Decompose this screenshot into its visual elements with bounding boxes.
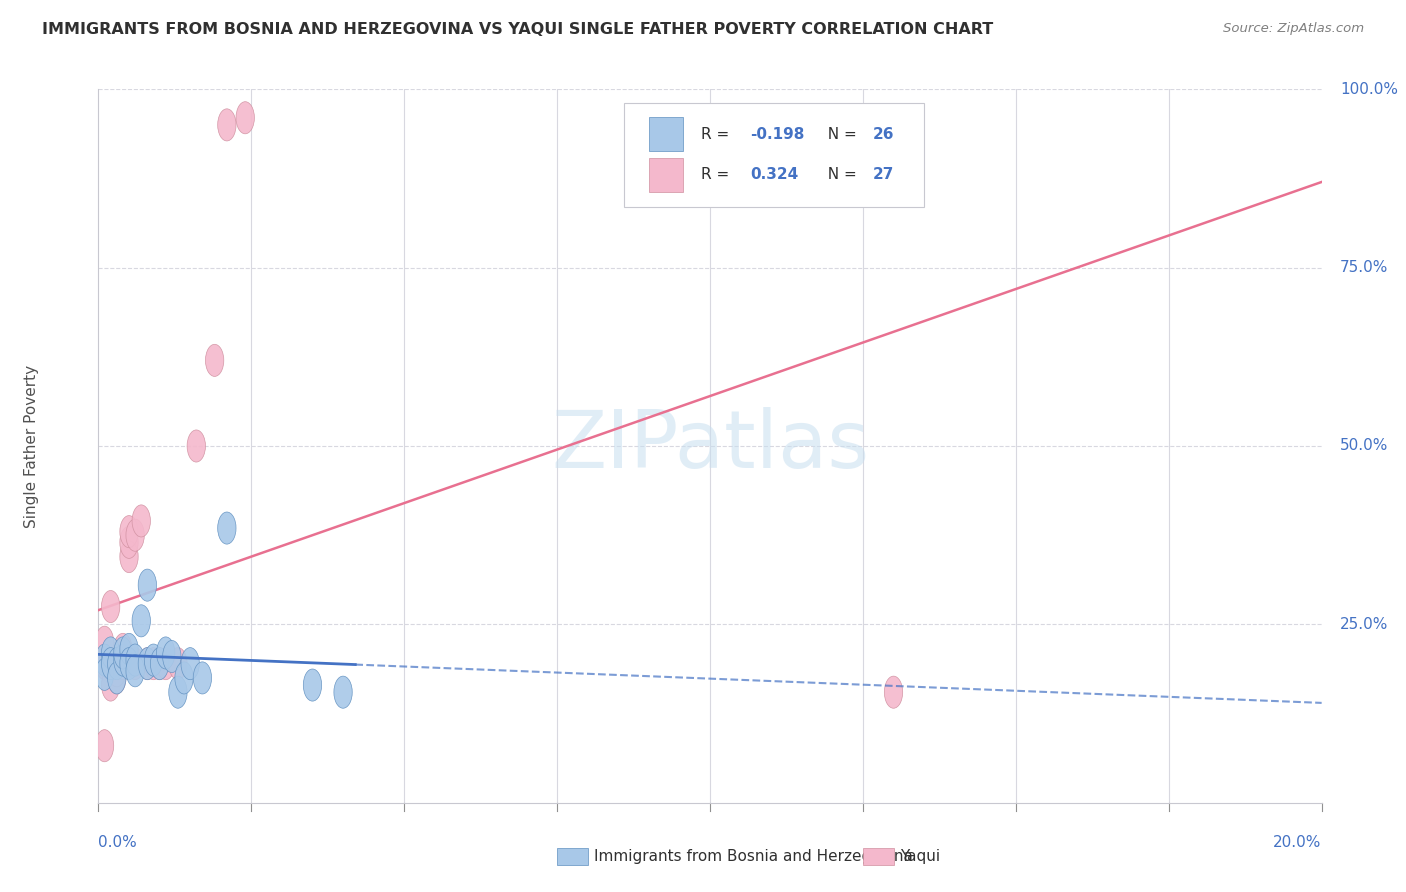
Text: N =: N = (818, 127, 862, 142)
Ellipse shape (96, 730, 114, 762)
Ellipse shape (101, 648, 120, 680)
Ellipse shape (156, 648, 174, 680)
Text: ZIPatlas: ZIPatlas (551, 407, 869, 485)
Ellipse shape (150, 648, 169, 680)
Ellipse shape (108, 648, 127, 680)
Ellipse shape (174, 662, 193, 694)
Ellipse shape (169, 676, 187, 708)
Ellipse shape (108, 648, 127, 680)
Text: Yaqui: Yaqui (900, 849, 939, 863)
Ellipse shape (163, 640, 181, 673)
Ellipse shape (114, 648, 132, 680)
FancyBboxPatch shape (624, 103, 924, 207)
Ellipse shape (108, 655, 127, 687)
Text: 25.0%: 25.0% (1340, 617, 1388, 632)
Ellipse shape (304, 669, 322, 701)
Ellipse shape (96, 644, 114, 676)
Ellipse shape (114, 633, 132, 665)
Text: 50.0%: 50.0% (1340, 439, 1388, 453)
Text: IMMIGRANTS FROM BOSNIA AND HERZEGOVINA VS YAQUI SINGLE FATHER POVERTY CORRELATIO: IMMIGRANTS FROM BOSNIA AND HERZEGOVINA V… (42, 22, 994, 37)
Ellipse shape (127, 655, 145, 687)
Text: 75.0%: 75.0% (1340, 260, 1388, 275)
Ellipse shape (120, 648, 138, 680)
Ellipse shape (132, 505, 150, 537)
Ellipse shape (127, 644, 145, 676)
Text: R =: R = (702, 127, 734, 142)
FancyBboxPatch shape (557, 847, 588, 865)
Text: 0.0%: 0.0% (98, 835, 138, 850)
Text: 26: 26 (873, 127, 894, 142)
Ellipse shape (96, 658, 114, 690)
Ellipse shape (101, 669, 120, 701)
Ellipse shape (96, 648, 114, 680)
FancyBboxPatch shape (648, 117, 683, 152)
Ellipse shape (145, 648, 163, 680)
Ellipse shape (101, 637, 120, 669)
Ellipse shape (120, 633, 138, 665)
FancyBboxPatch shape (863, 847, 894, 865)
Text: Source: ZipAtlas.com: Source: ZipAtlas.com (1223, 22, 1364, 36)
Ellipse shape (101, 591, 120, 623)
Ellipse shape (108, 662, 127, 694)
Ellipse shape (120, 541, 138, 573)
Ellipse shape (218, 512, 236, 544)
Ellipse shape (236, 102, 254, 134)
Ellipse shape (114, 637, 132, 669)
Text: 0.324: 0.324 (751, 168, 799, 182)
Ellipse shape (193, 662, 211, 694)
Ellipse shape (127, 519, 145, 551)
Ellipse shape (156, 637, 174, 669)
Text: 20.0%: 20.0% (1274, 835, 1322, 850)
Text: Immigrants from Bosnia and Herzegovina: Immigrants from Bosnia and Herzegovina (593, 849, 912, 863)
Ellipse shape (181, 648, 200, 680)
Text: 27: 27 (873, 168, 894, 182)
Ellipse shape (884, 676, 903, 708)
Ellipse shape (218, 109, 236, 141)
Ellipse shape (114, 644, 132, 676)
Ellipse shape (169, 648, 187, 680)
Ellipse shape (132, 605, 150, 637)
Ellipse shape (145, 644, 163, 676)
Text: N =: N = (818, 168, 862, 182)
Ellipse shape (120, 526, 138, 558)
Ellipse shape (333, 676, 353, 708)
Ellipse shape (205, 344, 224, 376)
Ellipse shape (96, 626, 114, 658)
Ellipse shape (101, 648, 120, 680)
Text: -0.198: -0.198 (751, 127, 804, 142)
Text: Single Father Poverty: Single Father Poverty (24, 365, 38, 527)
Ellipse shape (127, 648, 145, 680)
Text: 100.0%: 100.0% (1340, 82, 1398, 96)
Text: R =: R = (702, 168, 734, 182)
Ellipse shape (138, 569, 156, 601)
Ellipse shape (120, 516, 138, 548)
Ellipse shape (187, 430, 205, 462)
FancyBboxPatch shape (648, 158, 683, 192)
Ellipse shape (138, 648, 156, 680)
Ellipse shape (150, 648, 169, 680)
Ellipse shape (138, 648, 156, 680)
Ellipse shape (108, 662, 127, 694)
